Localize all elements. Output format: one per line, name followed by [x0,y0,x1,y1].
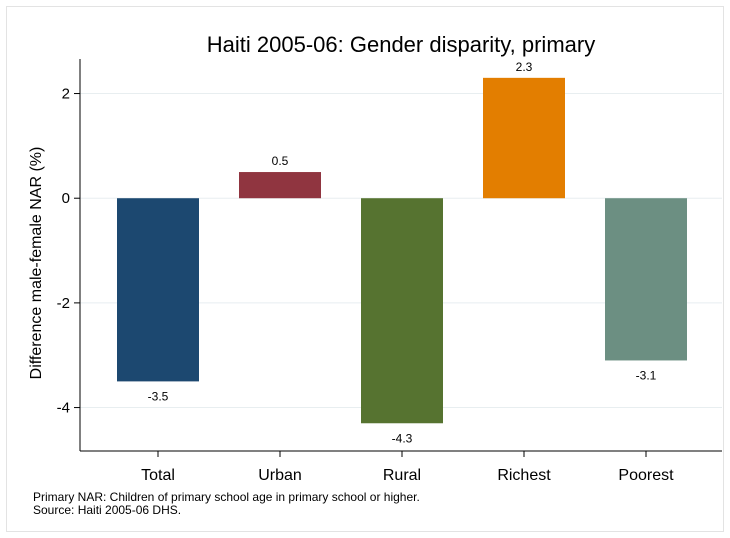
y-tick-label: 0 [62,190,70,207]
y-tick-label: 2 [62,86,70,103]
bar-richest [483,77,565,199]
x-tick-label: Urban [258,467,302,484]
x-ticks: Total Urban Rural Richest Poorest [141,451,674,484]
x-tick-label: Poorest [618,467,674,484]
data-label: 0.5 [272,154,289,168]
data-label: 2.3 [516,60,533,74]
bar-urban [239,172,321,199]
x-tick-label: Total [141,467,175,484]
bar-rural [361,198,443,424]
bars [117,77,687,424]
data-labels: -3.5 0.5 -4.3 2.3 -3.1 [148,60,657,445]
chart-title: Haiti 2005-06: Gender disparity, primary [207,32,595,57]
data-label: -3.5 [148,389,169,403]
x-tick-label: Rural [383,467,421,484]
data-label: -4.3 [392,431,413,445]
note-line-2: Source: Haiti 2005-06 DHS. [33,503,181,517]
data-label: -3.1 [636,368,657,382]
y-axis-label: Difference male-female NAR (%) [28,147,45,380]
y-tick-label: -2 [57,295,70,312]
note-line-1: Primary NAR: Children of primary school … [33,490,420,504]
x-tick-label: Richest [497,467,551,484]
y-ticks: 2 0 -2 -4 [57,86,80,417]
axes [79,59,722,452]
bar-poorest [605,198,687,361]
bar-total [117,198,199,382]
y-tick-label: -4 [57,400,70,417]
